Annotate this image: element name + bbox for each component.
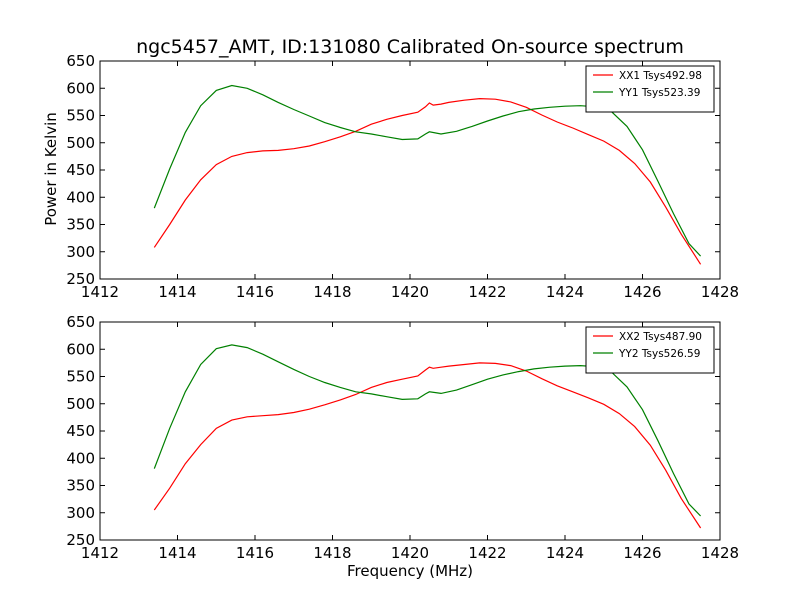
y-tick-label: 500 xyxy=(66,134,95,152)
y-tick-label: 250 xyxy=(66,531,95,549)
x-tick-label: 1414 xyxy=(158,283,196,301)
x-tick-label: 1426 xyxy=(623,283,661,301)
x-tick-label: 1424 xyxy=(546,544,584,562)
x-tick-label: 1424 xyxy=(546,283,584,301)
y-axis-label: Power in Kelvin xyxy=(42,112,60,226)
legend-box xyxy=(585,326,715,374)
y-tick-label: 550 xyxy=(66,368,95,386)
y-tick-label: 550 xyxy=(66,107,95,125)
y-tick-label: 350 xyxy=(66,477,95,495)
y-tick-label: 400 xyxy=(66,188,95,206)
y-tick-label: 650 xyxy=(66,313,95,331)
x-tick-label: 1412 xyxy=(81,283,119,301)
x-tick-label: 1416 xyxy=(236,544,274,562)
legend-label: YY1 Tsys523.39 xyxy=(618,87,700,99)
x-tick-label: 1420 xyxy=(391,544,429,562)
y-tick-label: 650 xyxy=(66,52,95,70)
y-tick-label: 450 xyxy=(66,161,95,179)
series-line-0-0 xyxy=(153,97,702,265)
x-tick-label: 1418 xyxy=(313,544,351,562)
y-tick-label: 300 xyxy=(66,504,95,522)
legend: XX1 Tsys492.98 YY1 Tsys523.39 xyxy=(585,65,715,113)
x-tick-label: 1428 xyxy=(701,283,739,301)
legend-label: XX2 Tsys487.90 xyxy=(619,331,702,343)
legend-label: YY2 Tsys526.59 xyxy=(618,348,700,360)
x-tick-label: 1422 xyxy=(468,544,506,562)
legend: XX2 Tsys487.90 YY2 Tsys526.59 xyxy=(585,326,715,374)
y-tick-label: 600 xyxy=(66,340,95,358)
y-tick-label: 350 xyxy=(66,216,95,234)
x-tick-label: 1426 xyxy=(623,544,661,562)
top-plot-panel: 1412 1414 1416 1418 1420 1422 1424 1426 1428 250 3… xyxy=(66,52,739,301)
x-tick-label: 1420 xyxy=(391,283,429,301)
series-line-1-0 xyxy=(153,362,702,529)
legend-box xyxy=(585,65,715,113)
y-tick-label: 400 xyxy=(66,449,95,467)
x-tick-label: 1418 xyxy=(313,283,351,301)
y-tick-label: 500 xyxy=(66,395,95,413)
y-tick-label: 300 xyxy=(66,243,95,261)
y-tick-label: 450 xyxy=(66,422,95,440)
x-tick-label: 1412 xyxy=(81,544,119,562)
chart-title: ngc5457_AMT, ID:131080 Calibrated On-sou… xyxy=(136,36,684,58)
x-axis-label: Frequency (MHz) xyxy=(347,562,473,580)
x-tick-label: 1416 xyxy=(236,283,274,301)
bottom-plot-panel: 1412 1414 1416 1418 1420 1422 1424 1426 1428 250 3… xyxy=(66,313,739,562)
x-tick-label: 1422 xyxy=(468,283,506,301)
y-tick-label: 600 xyxy=(66,79,95,97)
y-tick-label: 250 xyxy=(66,270,95,288)
x-tick-label: 1414 xyxy=(158,544,196,562)
x-tick-label: 1428 xyxy=(701,544,739,562)
legend-label: XX1 Tsys492.98 xyxy=(619,70,702,82)
